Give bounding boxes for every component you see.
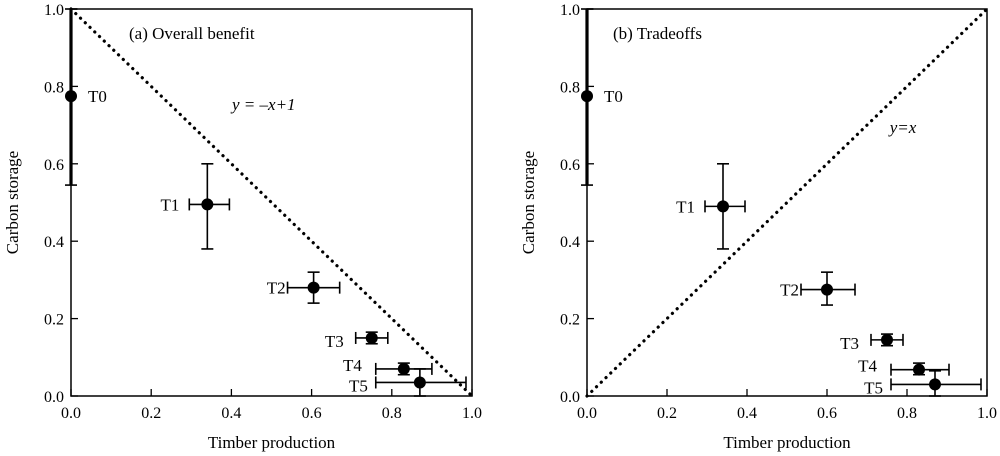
x-tick-label-b: 0.6 bbox=[817, 405, 837, 422]
data-marker bbox=[413, 376, 426, 389]
data-point-t2: T2 bbox=[267, 271, 341, 304]
y-tick-label-a: 0.4 bbox=[44, 234, 64, 251]
point-label: T3 bbox=[840, 334, 859, 353]
x-tick-label-a: 0.8 bbox=[382, 405, 402, 422]
data-points-b: T0 T1 T2 T3 T4 T5 bbox=[581, 8, 982, 397]
x-tick-label-b: 0.0 bbox=[577, 405, 597, 422]
y-axis-title-a: Carbon storage bbox=[3, 151, 22, 254]
point-label: T2 bbox=[780, 281, 799, 300]
reference-line-b bbox=[585, 7, 989, 398]
y-tick-label-a: 0.0 bbox=[44, 389, 64, 406]
reference-line-b bbox=[585, 7, 989, 398]
data-point-t1: T1 bbox=[160, 163, 231, 250]
x-tick-label-a: 0.2 bbox=[141, 405, 161, 422]
y-tick-label-a: 0.2 bbox=[44, 312, 64, 329]
reference-line-label-a: y = –x+1 bbox=[230, 95, 296, 114]
point-label: T4 bbox=[858, 357, 877, 376]
point-label: T0 bbox=[604, 87, 623, 106]
data-marker bbox=[397, 362, 410, 375]
x-axis-title-a: Timber production bbox=[208, 433, 336, 452]
point-label: T3 bbox=[325, 332, 344, 351]
y-tick-label-b: 0.2 bbox=[560, 312, 580, 329]
plot-frame-a bbox=[70, 8, 473, 397]
x-tick-label-b: 1.0 bbox=[977, 405, 997, 422]
axis-ticks-a: 0.0 0.2 0.4 0.6 0.8 1.0 0.0 0.2 0.4 0.6 0.8 1.0 bbox=[44, 2, 482, 422]
point-label: T2 bbox=[267, 279, 286, 298]
data-marker bbox=[881, 333, 893, 346]
data-point-t0: T0 bbox=[65, 8, 107, 186]
panel-title-b: (b) Tradeoffs bbox=[613, 24, 702, 43]
data-point-t4: T4 bbox=[343, 356, 433, 376]
data-marker bbox=[929, 378, 941, 391]
data-point-t1: T1 bbox=[676, 163, 746, 250]
point-label: T1 bbox=[676, 197, 695, 216]
x-tick-label-a: 0.0 bbox=[61, 405, 81, 422]
y-tick-label-a: 0.6 bbox=[44, 157, 64, 174]
data-point-t0: T0 bbox=[581, 8, 623, 186]
data-marker bbox=[307, 281, 320, 294]
data-point-t2: T2 bbox=[780, 271, 856, 306]
data-marker bbox=[201, 198, 214, 211]
point-label: T5 bbox=[349, 376, 368, 395]
x-tick-label-a: 0.4 bbox=[221, 405, 241, 422]
data-marker bbox=[913, 363, 925, 376]
y-tick-label-b: 0.8 bbox=[560, 79, 580, 96]
reference-line-a bbox=[69, 7, 474, 398]
plot-frame-b bbox=[586, 8, 988, 397]
panel-title-a: (a) Overall benefit bbox=[129, 24, 255, 43]
y-axis-title-b: Carbon storage bbox=[519, 151, 538, 254]
x-tick-label-b: 0.2 bbox=[657, 405, 677, 422]
data-point-t5: T5 bbox=[349, 368, 467, 397]
data-point-t3: T3 bbox=[840, 333, 904, 353]
y-tick-label-a: 1.0 bbox=[44, 2, 64, 19]
x-tick-label-b: 0.4 bbox=[737, 405, 757, 422]
x-tick-label-a: 1.0 bbox=[462, 405, 482, 422]
y-tick-label-b: 0.6 bbox=[560, 157, 580, 174]
point-label: T1 bbox=[160, 195, 179, 214]
reference-line-a bbox=[69, 7, 474, 398]
data-point-t4: T4 bbox=[858, 357, 950, 376]
x-axis-title-b: Timber production bbox=[723, 433, 851, 452]
y-tick-label-a: 0.8 bbox=[44, 79, 64, 96]
point-label: T0 bbox=[88, 87, 107, 106]
x-tick-label-a: 0.6 bbox=[302, 405, 322, 422]
x-tick-label-b: 0.8 bbox=[897, 405, 917, 422]
data-marker bbox=[821, 283, 833, 296]
y-tick-label-b: 0.4 bbox=[560, 234, 580, 251]
reference-line-label-b: y=x bbox=[888, 118, 917, 137]
data-point-t3: T3 bbox=[325, 331, 389, 351]
y-tick-label-b: 1.0 bbox=[560, 2, 580, 19]
panel-a: 0.0 0.2 0.4 0.6 0.8 1.0 0.0 0.2 0.4 0.6 0.8 1.0 (a)… bbox=[3, 2, 482, 452]
axis-ticks-b: 0.0 0.2 0.4 0.6 0.8 1.0 0.0 0.2 0.4 0.6 0.8 1.0 bbox=[560, 2, 997, 422]
y-tick-label-b: 0.0 bbox=[560, 389, 580, 406]
data-marker bbox=[65, 90, 77, 103]
data-marker bbox=[717, 200, 729, 213]
panel-b: 0.0 0.2 0.4 0.6 0.8 1.0 0.0 0.2 0.4 0.6 0.8 1.0 (b)… bbox=[519, 2, 997, 452]
data-marker bbox=[581, 90, 593, 103]
point-label: T5 bbox=[864, 378, 883, 397]
point-label: T4 bbox=[343, 356, 362, 375]
data-point-t5: T5 bbox=[864, 370, 982, 397]
data-marker bbox=[365, 331, 378, 344]
